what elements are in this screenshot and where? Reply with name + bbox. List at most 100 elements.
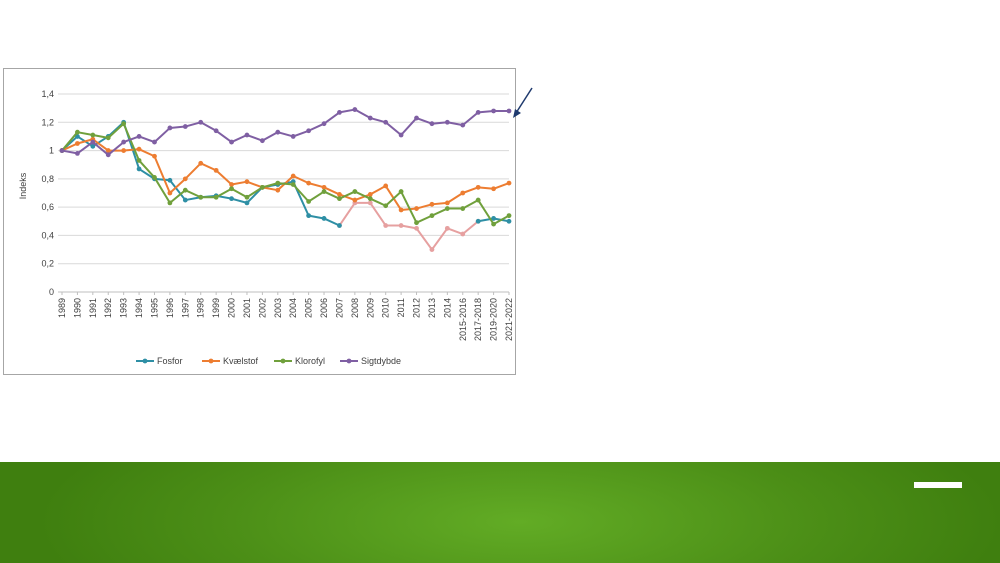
data-point <box>414 206 419 211</box>
legend-label: Sigtdybde <box>361 356 401 366</box>
x-tick-label: 2003 <box>273 298 283 318</box>
data-point <box>337 109 342 115</box>
legend: Fosfor Kvælstof Klorofyl Sigtdybde <box>136 356 401 366</box>
data-point <box>429 121 435 127</box>
data-point <box>105 135 111 141</box>
data-point <box>229 182 234 187</box>
legend-item: Sigtdybde <box>340 356 401 366</box>
legend-label: Fosfor <box>157 356 183 366</box>
data-point <box>121 121 127 127</box>
data-point <box>90 139 96 145</box>
data-point <box>321 189 327 194</box>
legend-item: Fosfor <box>136 356 183 366</box>
data-point <box>244 200 250 206</box>
x-tick-label: 1997 <box>180 298 190 318</box>
data-point <box>337 192 342 197</box>
data-point <box>306 180 312 186</box>
data-point <box>475 197 481 203</box>
data-point <box>337 223 342 228</box>
data-point <box>475 218 481 224</box>
x-tick-label: 1998 <box>196 298 206 318</box>
footer-dash <box>914 482 962 488</box>
x-tick-label: 2002 <box>257 298 267 318</box>
data-point <box>259 184 265 190</box>
data-point <box>383 203 389 209</box>
x-tick-label: 1992 <box>103 298 113 318</box>
data-point <box>414 225 419 231</box>
data-point <box>275 180 281 186</box>
data-point <box>259 138 265 144</box>
data-point <box>213 167 219 173</box>
data-point <box>167 200 173 206</box>
x-tick-label: 2011 <box>396 298 406 317</box>
data-point <box>383 223 389 228</box>
data-point <box>460 122 466 128</box>
x-tick-label: 1993 <box>119 298 129 318</box>
data-point <box>121 139 127 145</box>
data-point <box>506 180 512 186</box>
y-tick-label: 0,2 <box>41 259 54 269</box>
legend-marker <box>142 358 148 364</box>
series-kvælstof <box>59 136 512 213</box>
data-point <box>429 213 435 219</box>
series-fosfor <box>59 119 512 228</box>
data-point <box>213 128 219 134</box>
y-tick-label: 0,6 <box>41 202 54 212</box>
arrow-icon <box>513 87 533 118</box>
x-tick-label: 2004 <box>288 298 298 318</box>
data-point <box>444 200 450 206</box>
data-point <box>229 196 234 202</box>
data-point <box>75 141 80 146</box>
data-point <box>321 184 327 190</box>
chart-frame: 0 0,2 0,4 0,6 0,8 1 1,2 1,4 1989 1990 1991 1992 199… <box>3 68 516 375</box>
data-point <box>367 192 373 197</box>
x-tick-label: 1996 <box>165 298 175 318</box>
x-tick-label: 2013 <box>427 298 437 318</box>
data-point <box>414 115 419 121</box>
x-tick-label: 2021-2022 <box>504 298 514 341</box>
data-point <box>136 146 142 152</box>
data-point <box>198 194 204 200</box>
data-point <box>475 109 481 115</box>
data-point <box>59 148 65 153</box>
data-point <box>367 115 373 121</box>
y-axis-label: Indeks <box>18 172 28 199</box>
data-point <box>244 179 250 185</box>
data-point <box>90 143 96 149</box>
x-tick-label: 1990 <box>72 298 82 318</box>
data-point <box>398 207 404 213</box>
x-tick-labels: 1989 1990 1991 1992 1993 1994 1995 1996 1997 1998… <box>57 292 514 341</box>
data-point <box>275 187 281 193</box>
data-point <box>121 148 127 153</box>
line-chart: 0 0,2 0,4 0,6 0,8 1 1,2 1,4 1989 1990 1991 1992 199… <box>18 89 514 366</box>
x-tick-label: 2008 <box>350 298 360 318</box>
legend-item: Kvælstof <box>202 356 259 366</box>
data-point <box>444 119 450 125</box>
legend-label: Kvælstof <box>223 356 259 366</box>
x-tick-label: 2005 <box>304 298 314 318</box>
x-tick-label: 1999 <box>211 298 221 318</box>
legend-marker <box>346 358 352 364</box>
series-sigtdybde <box>59 107 512 158</box>
data-point <box>306 213 312 219</box>
y-tick-label: 1 <box>49 146 54 156</box>
data-point <box>506 108 512 114</box>
series-klorofyl <box>59 121 512 227</box>
footer-band <box>0 462 1000 563</box>
data-point <box>136 166 142 172</box>
data-point <box>182 197 188 203</box>
data-point <box>152 175 157 180</box>
data-point <box>90 132 96 138</box>
data-point <box>367 200 373 206</box>
data-point <box>491 108 496 114</box>
x-tick-label: 2014 <box>442 298 452 318</box>
data-point <box>475 184 481 190</box>
data-point <box>460 231 466 237</box>
x-tick-label: 2000 <box>227 298 237 318</box>
data-point <box>152 139 157 145</box>
y-tick-label: 1,2 <box>41 117 54 127</box>
data-point <box>491 216 496 221</box>
data-point <box>429 201 435 207</box>
y-tick-label: 0,4 <box>41 230 54 240</box>
data-point <box>506 218 512 224</box>
